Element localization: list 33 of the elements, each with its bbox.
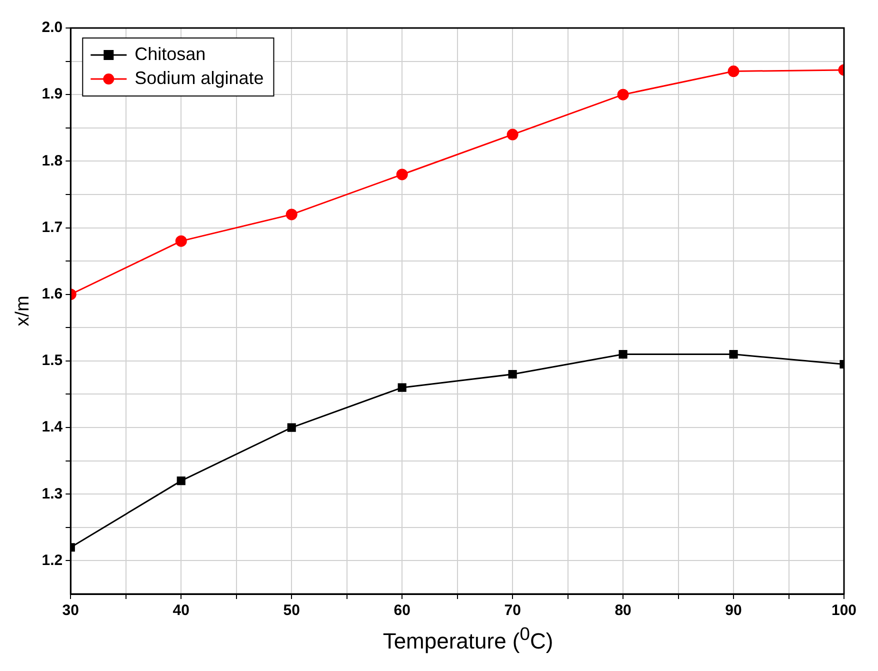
x-axis-title: Temperature ($^{0}$C) xyxy=(382,623,554,654)
point xyxy=(396,168,408,180)
x-tick-label: 60 xyxy=(394,602,410,620)
legend-label: Sodium alginate xyxy=(134,68,264,88)
point xyxy=(729,350,738,359)
x-tick-label: 50 xyxy=(283,602,300,620)
x-tick-label: 80 xyxy=(614,602,632,620)
point xyxy=(617,88,629,100)
legend-label: Chitosan xyxy=(134,44,206,64)
point xyxy=(508,370,517,379)
point xyxy=(728,66,740,78)
point xyxy=(618,350,628,359)
y-tick-label: 1.3 xyxy=(42,485,63,502)
x-tick-label: 70 xyxy=(504,602,521,620)
point xyxy=(176,476,186,486)
point xyxy=(175,235,187,247)
point xyxy=(506,128,518,140)
point xyxy=(287,423,296,432)
y-tick-label: 2.0 xyxy=(42,19,63,36)
point xyxy=(398,383,406,392)
point xyxy=(286,208,298,220)
y-tick-label: 1.8 xyxy=(42,152,63,170)
x-tick-label: 100 xyxy=(831,602,857,620)
x-tick-label: 40 xyxy=(172,602,190,620)
x-tick-label: 90 xyxy=(725,602,742,620)
y-tick-label: 1.9 xyxy=(42,86,63,103)
y-tick-label: 1.4 xyxy=(42,418,64,436)
y-tick-label: 1.6 xyxy=(42,285,63,302)
y-tick-label: 1.5 xyxy=(42,352,63,370)
y-tick-label: 1.7 xyxy=(42,218,63,236)
y-tick-label: 1.2 xyxy=(42,552,63,569)
x-tick-label: 30 xyxy=(62,602,79,620)
y-axis-title: x/m xyxy=(12,296,34,326)
